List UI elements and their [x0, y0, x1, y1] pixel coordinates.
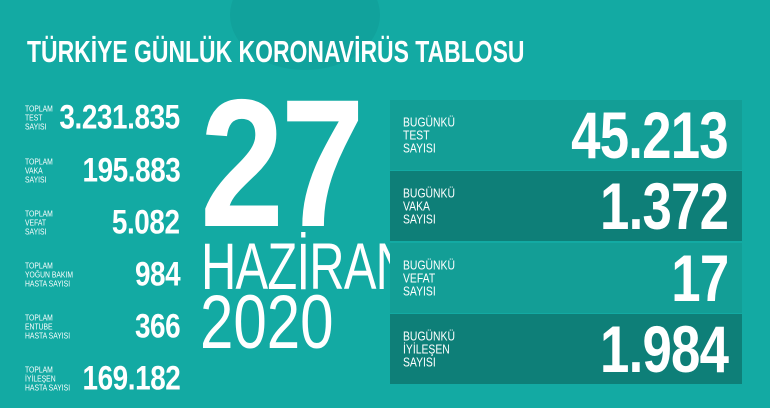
today-label: BUGÜNKÜ VAKA SAYISI — [403, 185, 456, 227]
total-intubated-row: TOPLAM ENTUBE HASTA SAYISI 366 — [25, 304, 180, 349]
total-value: 5.082 — [112, 203, 180, 241]
total-death-row: TOPLAM VEFAT SAYISI 5.082 — [25, 200, 180, 245]
today-label: BUGÜNKÜ VEFAT SAYISI — [403, 257, 456, 299]
total-label: TOPLAM ENTUBE HASTA SAYISI — [25, 312, 71, 340]
total-label: TOPLAM VAKA SAYISI — [25, 156, 53, 184]
total-value: 366 — [134, 307, 181, 345]
today-label: BUGÜNKÜ İYİLEŞEN SAYISI — [403, 328, 456, 370]
date-day: 27 — [200, 61, 365, 265]
total-label: TOPLAM İYİLEŞEN HASTA SAYISI — [25, 364, 71, 392]
total-recovered-row: TOPLAM İYİLEŞEN HASTA SAYISI 169.182 — [25, 356, 180, 401]
today-value: 45.213 — [571, 98, 728, 172]
total-icu-row: TOPLAM YOĞUN BAKIM HASTA SAYISI 984 — [25, 252, 180, 297]
total-value: 169.182 — [82, 359, 180, 397]
today-label: BUGÜNKÜ TEST SAYISI — [403, 114, 456, 156]
total-label: TOPLAM TEST SAYISI — [25, 103, 53, 131]
today-case-box: BUGÜNKÜ VAKA SAYISI 1.372 — [390, 171, 742, 241]
today-value: 17 — [670, 241, 729, 315]
total-value: 3.231.835 — [59, 98, 181, 136]
today-value: 1.372 — [599, 169, 729, 243]
total-value: 984 — [134, 255, 181, 293]
today-value: 1.984 — [599, 312, 729, 386]
total-test-row: TOPLAM TEST SAYISI 3.231.835 — [25, 95, 180, 140]
total-label: TOPLAM VEFAT SAYISI — [25, 208, 53, 236]
date-year: 2020 — [200, 280, 334, 365]
total-label: TOPLAM YOĞUN BAKIM HASTA SAYISI — [25, 260, 73, 288]
today-recovered-box: BUGÜNKÜ İYİLEŞEN SAYISI 1.984 — [390, 314, 742, 384]
today-death-box: BUGÜNKÜ VEFAT SAYISI 17 — [390, 243, 742, 313]
today-test-box: BUGÜNKÜ TEST SAYISI 45.213 — [390, 100, 742, 170]
date-month: HAZİRAN — [201, 229, 411, 303]
total-case-row: TOPLAM VAKA SAYISI 195.883 — [25, 148, 180, 193]
page-title: TÜRKİYE GÜNLÜK KORONAVİRÜS TABLOSU — [27, 34, 525, 69]
total-value: 195.883 — [82, 151, 180, 189]
